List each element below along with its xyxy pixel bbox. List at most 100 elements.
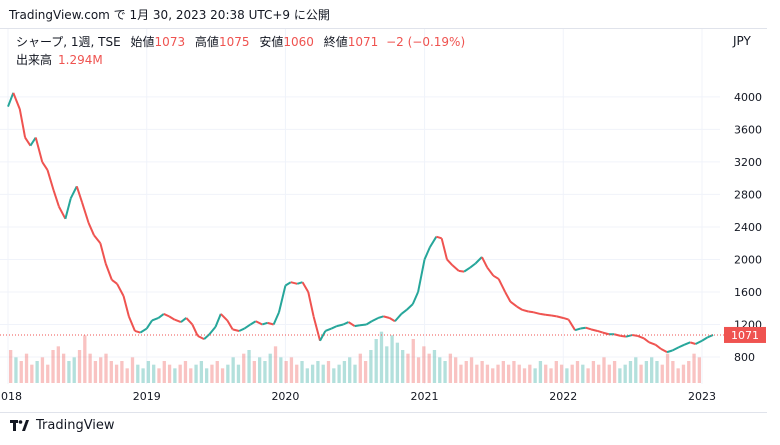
y-tick-label: 2800 [734, 188, 762, 201]
volume-bar [496, 364, 500, 383]
plot-area-border [0, 28, 767, 413]
volume-bar [522, 368, 527, 383]
price-segment [296, 281, 303, 285]
volume-bar [183, 361, 188, 383]
volume-bar [231, 357, 235, 383]
price-segment [451, 264, 460, 272]
volume-bar [639, 364, 643, 383]
price-segment [185, 317, 194, 326]
price-segment [365, 320, 373, 326]
volume-bar [236, 364, 241, 383]
x-tick-label: 2018 [0, 390, 22, 403]
volume-bar [114, 364, 119, 383]
price-segment [567, 319, 576, 331]
volume-bar [284, 361, 288, 383]
volume-bar [411, 339, 415, 383]
volume-bar [597, 364, 601, 383]
price-segment [151, 317, 159, 322]
price-segment [324, 327, 332, 332]
price-segment [24, 136, 32, 147]
volume-bar [88, 353, 92, 383]
volume-bar [406, 353, 410, 383]
volume-bar [14, 357, 18, 383]
volume-bar [443, 361, 447, 383]
price-segment [504, 291, 512, 303]
price-segment [400, 309, 408, 315]
volume-bar [422, 346, 426, 383]
price-segment [625, 334, 633, 338]
x-tick-label: 2023 [688, 390, 716, 403]
x-tick-label: 2019 [133, 390, 161, 403]
volume-bar [321, 364, 325, 383]
volume-bar [469, 357, 474, 383]
volume-bar [61, 353, 66, 383]
price-segment [521, 308, 529, 313]
y-tick-label: 3600 [734, 123, 762, 136]
volume-bar [30, 364, 34, 383]
price-segment [683, 341, 691, 346]
price-segment [545, 313, 552, 317]
price-segment [406, 303, 414, 311]
price-segment [440, 238, 448, 260]
price-segment [134, 330, 141, 334]
price-segment [226, 319, 234, 330]
price-segment [394, 313, 403, 322]
volume-bar [448, 353, 453, 383]
volume-bar [167, 364, 172, 383]
low-value: 1060 [283, 35, 314, 49]
volume-bar [205, 368, 209, 383]
volume-bar [305, 368, 309, 383]
volume-bar [586, 368, 590, 383]
volume-value: 1.294M [58, 53, 103, 67]
price-segment [347, 321, 356, 327]
volume-bar [692, 353, 696, 383]
volume-bar [565, 368, 569, 383]
volume-bar [263, 361, 267, 383]
volume-bar [602, 357, 606, 383]
price-segment [301, 281, 310, 293]
price-segment [383, 315, 390, 319]
volume-bar [506, 364, 511, 383]
volume-bar [279, 357, 283, 383]
tradingview-logo-icon [10, 419, 29, 431]
volume-bar [363, 361, 368, 383]
volume-bar [697, 357, 701, 383]
volume-bar [480, 361, 484, 383]
price-segment [666, 349, 673, 354]
price-segment [319, 330, 327, 342]
volume-bar [538, 361, 543, 383]
volume-bar [72, 357, 76, 383]
volume-bar [438, 357, 442, 383]
volume-bar [300, 361, 304, 383]
volume-bar [607, 364, 611, 383]
price-segment [620, 334, 627, 338]
volume-legend: 出来高 1.294M [16, 51, 103, 68]
volume-bar [125, 368, 129, 383]
price-segment [671, 346, 680, 352]
volume-bar [310, 364, 315, 383]
price-segment [197, 334, 205, 341]
volume-bar [660, 364, 664, 383]
volume-bar [612, 361, 617, 383]
volume-bar [247, 350, 251, 383]
price-segment [41, 161, 49, 171]
high-label: 高値 [194, 35, 219, 49]
volume-bar [83, 335, 87, 383]
volume-bar [655, 361, 659, 383]
price-segment [69, 185, 78, 199]
volume-bar [120, 361, 124, 383]
close-value: 1071 [347, 35, 379, 49]
volume-bar [485, 364, 490, 383]
volume-bar [575, 361, 580, 383]
volume-bar [332, 368, 336, 383]
volume-bar [665, 353, 670, 383]
price-segment [145, 319, 153, 330]
price-segment [660, 347, 668, 353]
volume-bar [93, 361, 98, 383]
volume-bar [554, 361, 558, 383]
price-segment [516, 305, 523, 311]
last-price-label: 1071 [731, 329, 759, 342]
volume-bar [215, 361, 219, 383]
x-tick-label: 2020 [271, 390, 299, 403]
